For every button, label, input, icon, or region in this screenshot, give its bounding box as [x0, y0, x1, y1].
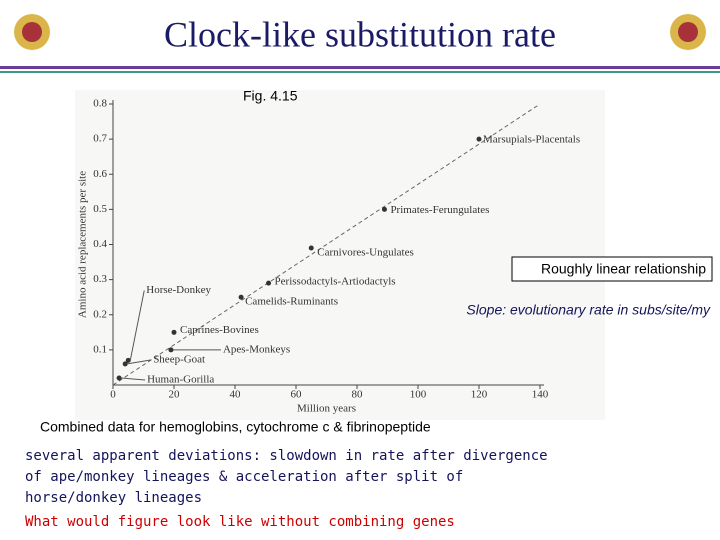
point-label: Carnivores-Ungulates [317, 247, 414, 259]
point-label: Apes-Monkeys [223, 343, 290, 355]
logo [670, 14, 706, 50]
x-tick-label: 120 [471, 389, 488, 401]
x-tick-label: 40 [230, 389, 242, 401]
y-axis-label: Amino acid replacements per site [77, 171, 89, 318]
y-tick-label: 0.7 [93, 133, 107, 145]
x-tick-label: 0 [110, 389, 116, 401]
trend-line [112, 103, 541, 386]
figure-label: Fig. 4.15 [243, 88, 298, 104]
point [266, 280, 272, 286]
caption: Combined data for hemoglobins, cytochrom… [40, 419, 431, 435]
x-tick-label: 20 [169, 389, 181, 401]
point-label: Horse-Donkey [146, 284, 211, 296]
note-line: of ape/monkey lineages & acceleration af… [25, 469, 463, 485]
point-label: Marsupials-Placentals [483, 134, 580, 146]
point-label: Primates-Ferungulates [390, 204, 489, 216]
note-line: several apparent deviations: slowdown in… [25, 448, 548, 464]
point [122, 361, 128, 367]
box-note: Roughly linear relationship [541, 261, 706, 277]
figure-background [75, 90, 605, 420]
point [116, 375, 122, 381]
question: What would figure look like without comb… [25, 514, 455, 530]
y-tick-label: 0.6 [93, 168, 107, 180]
point [476, 136, 482, 142]
point [171, 329, 177, 335]
leader-line [127, 359, 152, 365]
point [381, 206, 387, 212]
x-tick-label: 80 [352, 389, 364, 401]
note-line: horse/donkey lineages [25, 490, 202, 506]
y-tick-label: 0.3 [93, 273, 107, 285]
point-label: Sheep-Goat [153, 353, 205, 365]
slope-note: Slope: evolutionary rate in subs/site/my [466, 302, 711, 318]
point-label: Caprines-Bovines [180, 324, 259, 336]
point-label: Human-Gorilla [147, 374, 214, 386]
x-tick-label: 140 [532, 389, 549, 401]
y-tick-label: 0.5 [93, 203, 107, 215]
point [238, 294, 244, 300]
point-label: Perissodactyls-Artiodactyls [275, 276, 396, 288]
y-tick-label: 0.4 [93, 238, 107, 250]
logo [14, 14, 50, 50]
x-axis-label: Million years [297, 403, 356, 415]
point [125, 357, 131, 363]
point [308, 245, 314, 251]
divider [0, 71, 720, 73]
point [168, 347, 174, 353]
y-tick-label: 0.2 [93, 308, 107, 320]
x-tick-label: 100 [410, 389, 427, 401]
leader-line [121, 377, 146, 381]
leader-line [129, 290, 145, 361]
point-label: Camelids-Ruminants [245, 296, 338, 308]
x-tick-label: 60 [291, 389, 303, 401]
note-box [511, 256, 713, 282]
slide-title: Clock-like substitution rate [164, 14, 556, 54]
y-tick-label: 0.1 [93, 343, 107, 355]
y-tick-label: 0.8 [93, 98, 107, 110]
divider [0, 66, 720, 69]
